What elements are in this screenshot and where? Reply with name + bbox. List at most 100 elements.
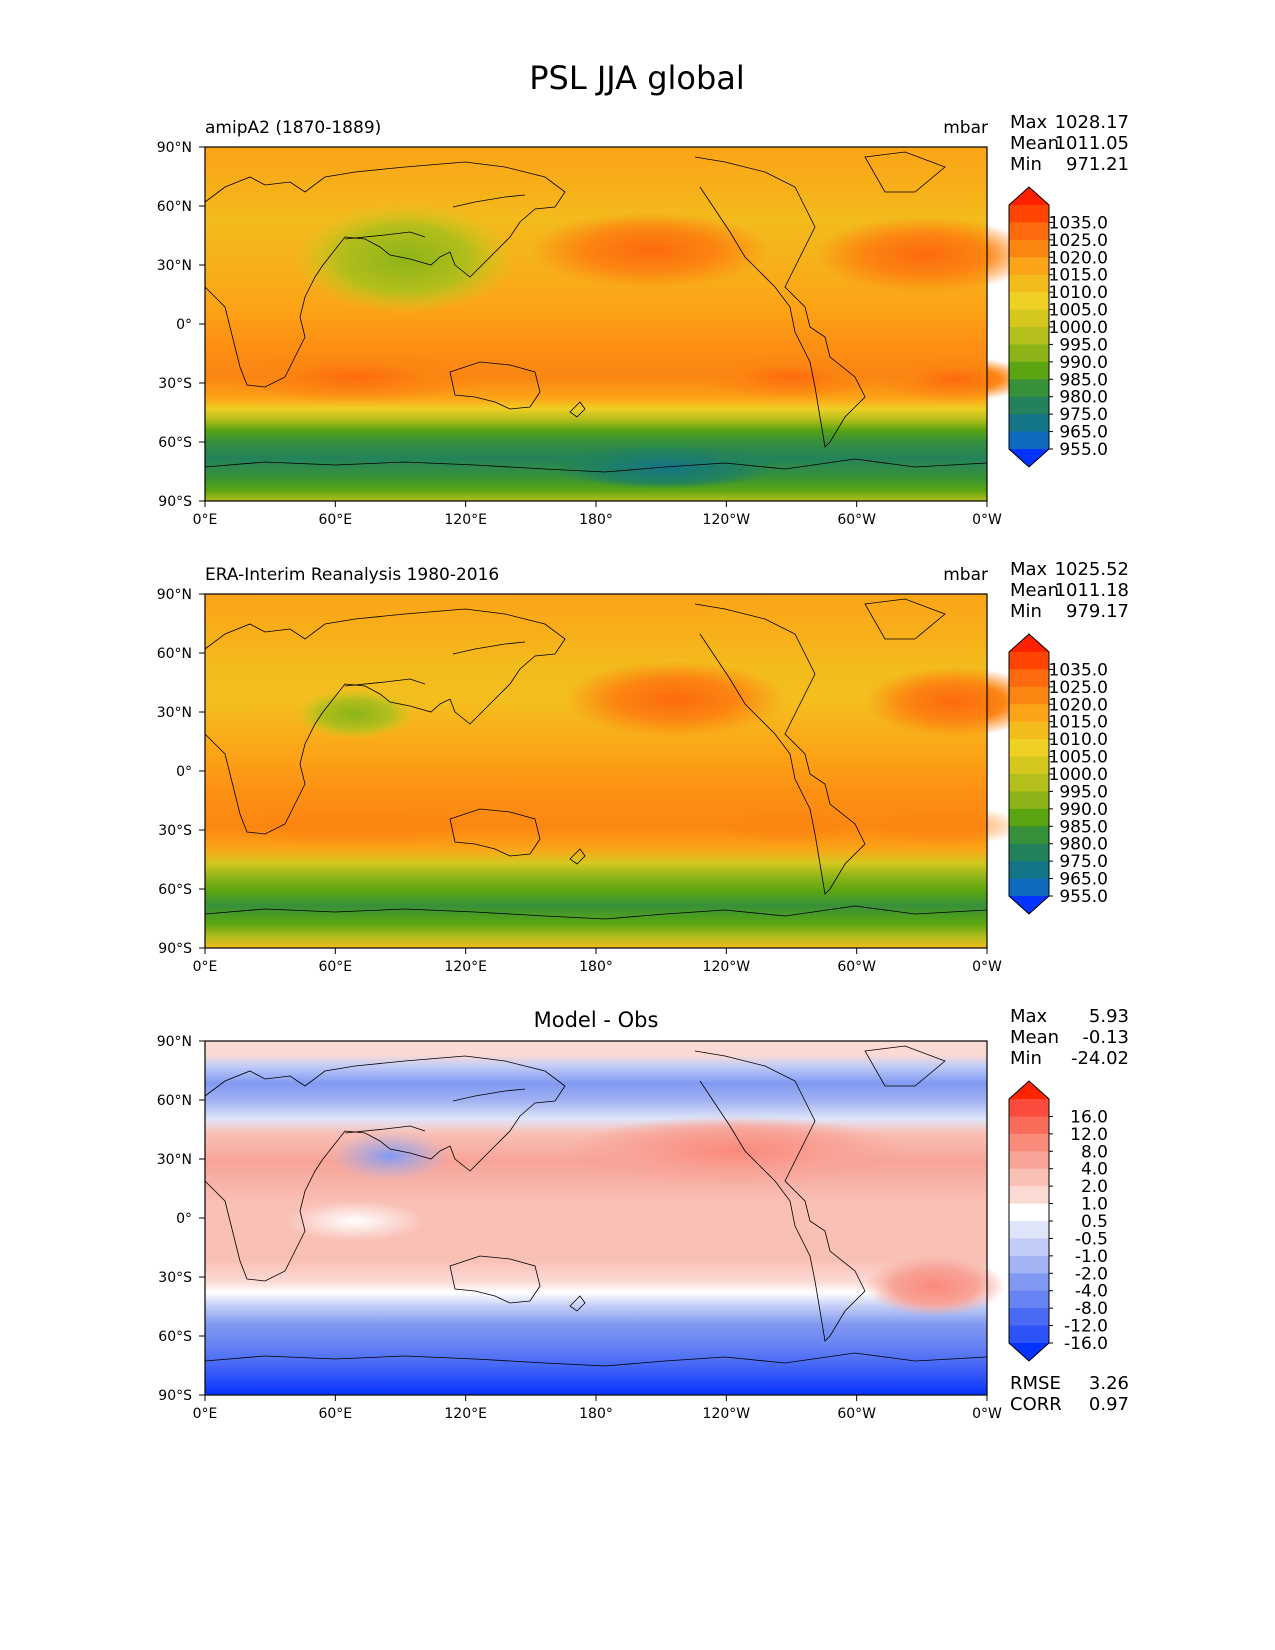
obs-asia-low <box>295 689 415 739</box>
model-xtick-label: 120°W <box>703 512 751 528</box>
obs-colorbar: 1035.01025.01020.01015.01010.01005.01000… <box>1008 633 1108 915</box>
diff-colorbar-label: -2.0 <box>1075 1264 1108 1284</box>
model-field-background <box>205 147 987 501</box>
diff-colorbar-segment <box>1009 1203 1049 1222</box>
model-colorbar-label: 1035.0 <box>1049 213 1108 233</box>
diff-pacific-positive <box>565 1116 905 1186</box>
model-stat-mean-value: 1011.05 <box>1055 133 1129 154</box>
model-ytick-label: 0° <box>176 317 192 333</box>
panel-diff: 0°E 60°E 120°E 180° 120°W 60°W 0°W 90°N 60°N 30°N… <box>157 1034 1005 1422</box>
diff-colorbar-label: -4.0 <box>1075 1282 1108 1302</box>
model-colorbar-extend-min <box>1009 449 1049 467</box>
obs-ytick-label: 90°N <box>157 587 192 603</box>
model-stat-max-label: Max <box>1010 112 1048 133</box>
model-colorbar-segment <box>1009 257 1049 276</box>
obs-colorbar-label: 965.0 <box>1059 870 1108 890</box>
diff-xtick-label: 60°E <box>318 1406 352 1422</box>
model-ytick-label: 30°S <box>158 376 192 392</box>
obs-colorbar-label: 1005.0 <box>1049 748 1108 768</box>
model-colorbar-segment <box>1009 344 1049 363</box>
obs-stat-mean-value: 1011.18 <box>1055 580 1129 601</box>
panel-obs: 0°E 60°E 120°E 180° 120°W 60°W 0°W 90°N 60°N 30°N… <box>157 587 1045 975</box>
obs-xtick-label: 0°E <box>193 959 218 975</box>
model-colorbar-segment <box>1009 205 1049 223</box>
diff-colorbar-segment <box>1009 1221 1049 1239</box>
diff-colorbar-label: 2.0 <box>1081 1177 1108 1197</box>
diff-stat-rmse-label: RMSE <box>1010 1373 1061 1394</box>
obs-field-background <box>205 594 987 948</box>
obs-south-indian-high <box>225 804 485 848</box>
diff-stat-corr-label: CORR <box>1010 1394 1062 1415</box>
obs-colorbar-label: 985.0 <box>1059 817 1108 837</box>
obs-xtick-label: 180° <box>579 959 613 975</box>
diff-colorbar-segment <box>1009 1116 1049 1135</box>
model-colorbar-label: 1015.0 <box>1049 266 1108 286</box>
model-colorbar-label: 985.0 <box>1059 370 1108 390</box>
model-colorbar-label: 1000.0 <box>1049 318 1108 338</box>
model-colorbar-segment <box>1009 414 1049 433</box>
obs-xtick-label: 60°W <box>837 959 876 975</box>
diff-colorbar-segment <box>1009 1290 1049 1309</box>
model-ytick-label: 90°S <box>158 494 192 510</box>
diff-stat-rmse-value: 3.26 <box>1089 1373 1129 1394</box>
diff-colorbar-extend-min <box>1009 1343 1049 1361</box>
diff-stat-max-label: Max <box>1010 1006 1048 1027</box>
model-colorbar-label: 975.0 <box>1059 405 1108 425</box>
model-colorbar-segment <box>1009 327 1049 345</box>
model-xtick-label: 0°E <box>193 512 218 528</box>
model-xtick-label: 0°W <box>972 512 1002 528</box>
model-colorbar-label: 995.0 <box>1059 335 1108 355</box>
obs-colorbar-label: 1000.0 <box>1049 765 1108 785</box>
obs-ytick-label: 60°S <box>158 882 192 898</box>
obs-xtick-label: 60°E <box>318 959 352 975</box>
obs-colorbar-segment <box>1009 843 1049 862</box>
diff-stat-corr-value: 0.97 <box>1089 1394 1129 1415</box>
diff-colorbar-extend-max <box>1009 1081 1049 1099</box>
diff-colorbar-segment <box>1009 1273 1049 1292</box>
colorbar-layer: 1035.01025.01020.01015.01010.01005.01000… <box>1008 186 1108 1362</box>
obs-south-atlantic-high <box>865 806 1025 846</box>
diff-stat-max-value: 5.93 <box>1089 1006 1129 1027</box>
obs-colorbar-segment <box>1009 704 1049 723</box>
model-xtick-label: 60°E <box>318 512 352 528</box>
model-colorbar-segment <box>1009 361 1049 380</box>
diff-colorbar-label: -12.0 <box>1064 1317 1108 1337</box>
diff-colorbar-segment <box>1009 1308 1049 1327</box>
model-colorbar: 1035.01025.01020.01015.01010.01005.01000… <box>1008 186 1108 468</box>
obs-ytick-label: 0° <box>176 764 192 780</box>
model-colorbar-label: 1020.0 <box>1049 248 1108 268</box>
diff-colorbar-label: -1.0 <box>1075 1247 1108 1267</box>
obs-colorbar-label: 980.0 <box>1059 835 1108 855</box>
model-colorbar-label: 1005.0 <box>1049 301 1108 321</box>
obs-colorbar-label: 1020.0 <box>1049 695 1108 715</box>
diff-ytick-label: 90°N <box>157 1034 192 1050</box>
diff-tibet-negative <box>330 1131 450 1181</box>
obs-north-pacific-high <box>565 661 785 737</box>
obs-colorbar-segment <box>1009 652 1049 670</box>
diff-xtick-label: 60°W <box>837 1406 876 1422</box>
model-colorbar-segment <box>1009 431 1049 450</box>
model-colorbar-label: 1025.0 <box>1049 231 1108 251</box>
model-left-label: amipA2 (1870-1889) <box>205 118 381 138</box>
obs-colorbar-segment <box>1009 721 1049 740</box>
model-south-indian-high <box>225 352 485 402</box>
model-colorbar-segment <box>1009 292 1049 311</box>
diff-colorbar-segment <box>1009 1133 1049 1152</box>
obs-stat-max-label: Max <box>1010 559 1048 580</box>
model-stat-min-label: Min <box>1010 154 1042 175</box>
model-colorbar-label: 965.0 <box>1059 423 1108 443</box>
model-xtick-label: 60°W <box>837 512 876 528</box>
obs-colorbar-segment <box>1009 826 1049 845</box>
model-north-pacific-high <box>530 212 770 288</box>
diff-panel-title: Model - Obs <box>534 1008 659 1032</box>
diff-colorbar-label: 1.0 <box>1081 1195 1108 1215</box>
diff-south-atlantic-positive <box>865 1256 1005 1316</box>
model-colorbar-segment <box>1009 379 1049 398</box>
obs-colorbar-segment <box>1009 774 1049 792</box>
obs-north-atlantic-high <box>865 667 1045 737</box>
model-ytick-label: 30°N <box>157 258 192 274</box>
diff-stat-mean-value: -0.13 <box>1082 1027 1129 1048</box>
model-colorbar-segment <box>1009 309 1049 328</box>
obs-colorbar-extend-max <box>1009 634 1049 652</box>
diff-colorbar-label: -0.5 <box>1075 1229 1108 1249</box>
